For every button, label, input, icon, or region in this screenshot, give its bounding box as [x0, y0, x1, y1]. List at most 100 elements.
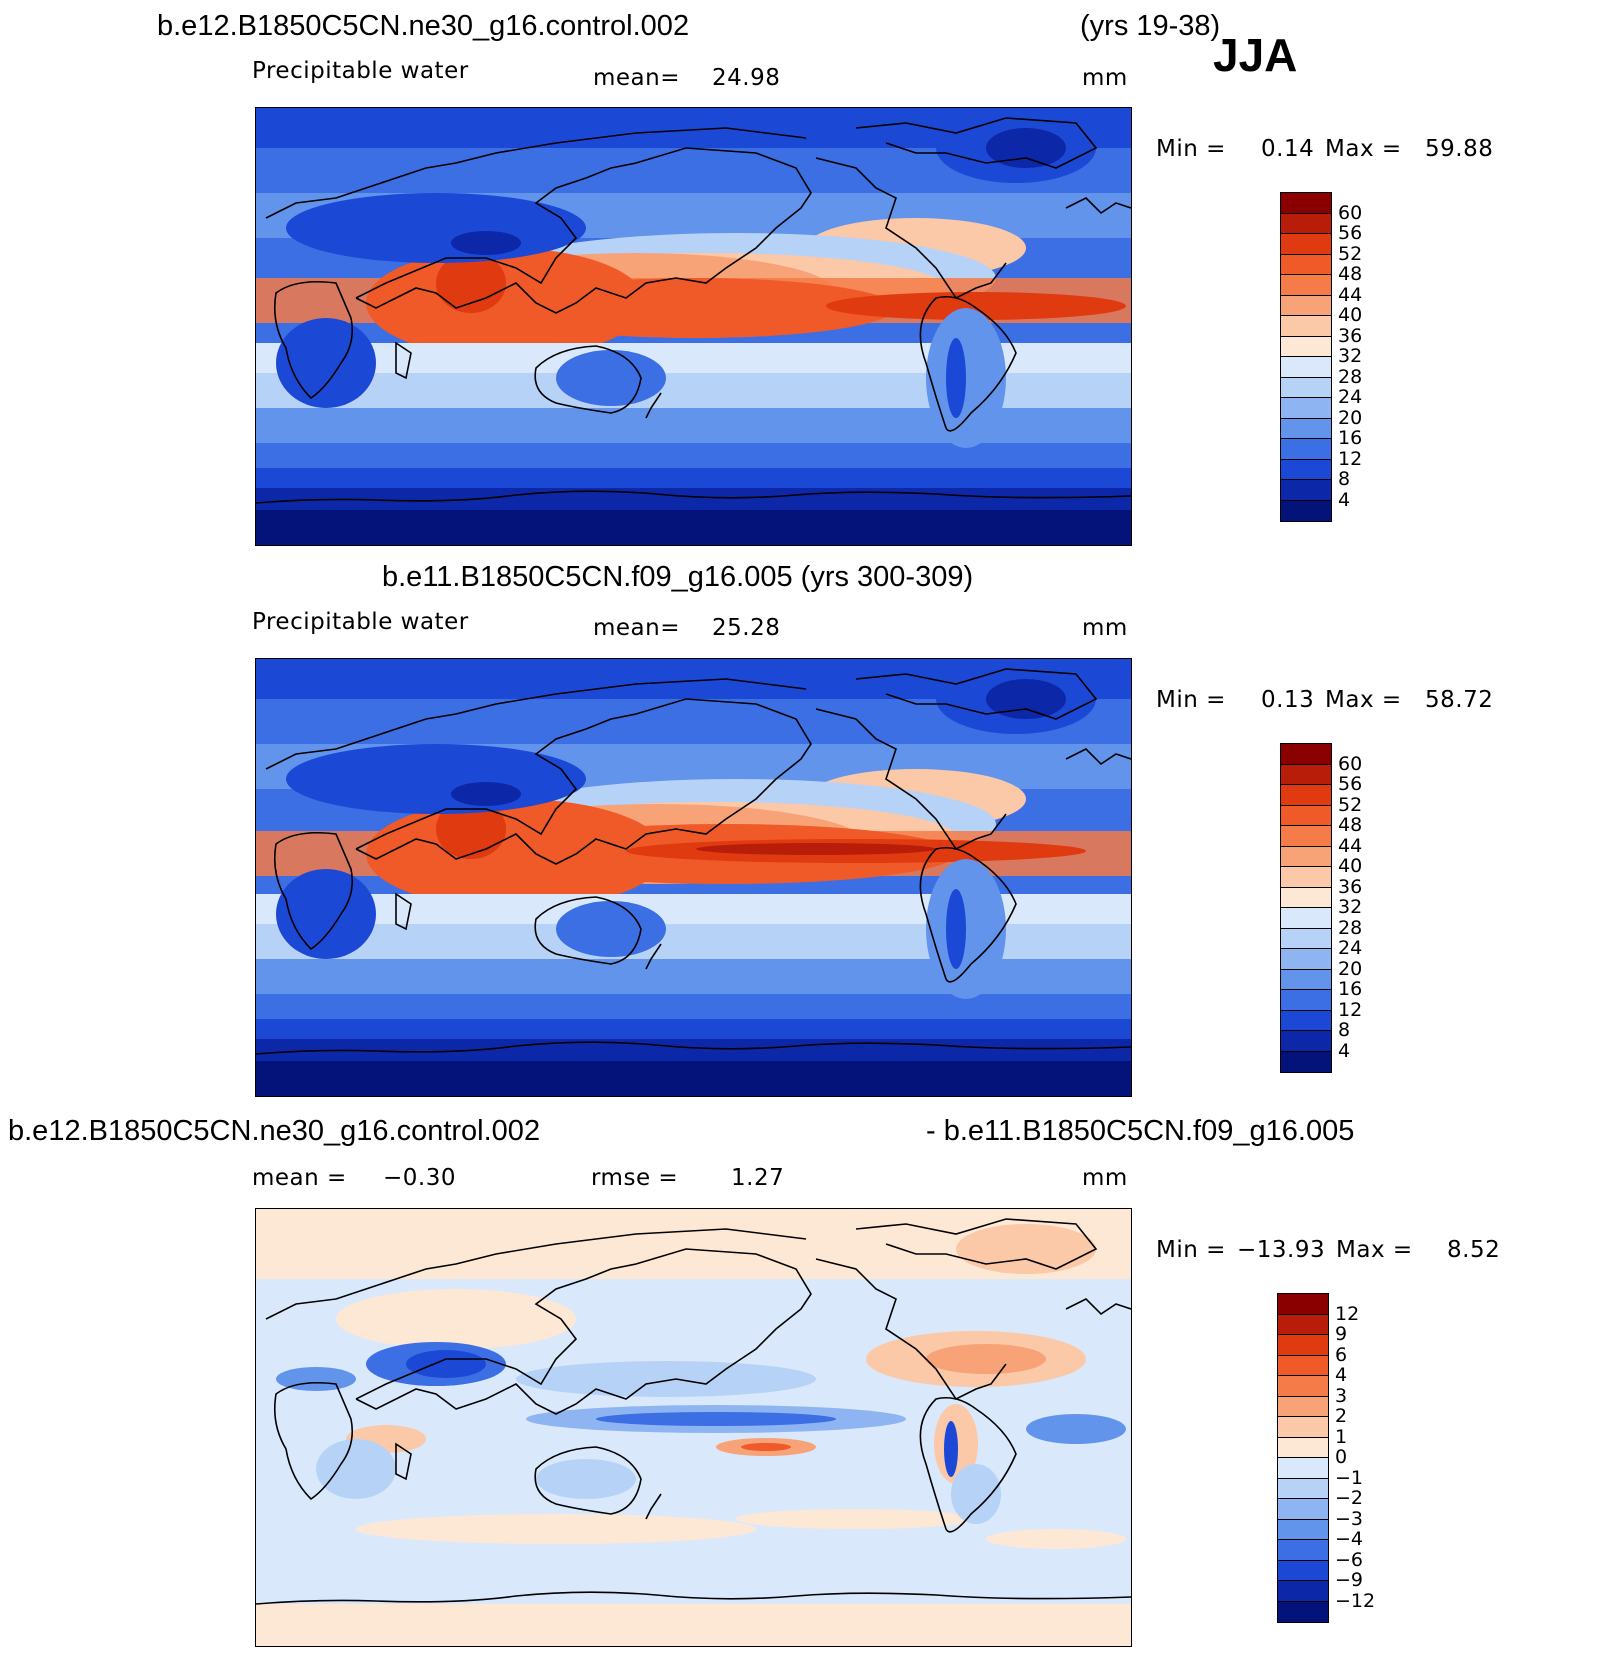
colorbar-swatch — [1281, 275, 1331, 296]
colorbar-swatch — [1278, 1437, 1328, 1458]
colorbar-swatch — [1281, 867, 1331, 888]
colorbar-swatch — [1278, 1601, 1328, 1622]
colorbar-swatch — [1281, 193, 1331, 214]
panel2-max-label: Max = — [1325, 687, 1402, 713]
colorbar-tick-label: −1 — [1335, 1466, 1364, 1489]
colorbar-tick-label: 40 — [1338, 304, 1363, 326]
colorbar-tick-label: 0 — [1335, 1446, 1348, 1468]
panel1-min-label: Min = — [1156, 136, 1226, 162]
panel2-field — [256, 659, 1131, 1096]
colorbar-swatch — [1281, 480, 1331, 501]
colorbar-swatch — [1281, 336, 1331, 357]
colorbar-tick-label: −6 — [1335, 1548, 1364, 1571]
panel3-rmse-value: 1.27 — [731, 1165, 785, 1191]
colorbar-swatch — [1281, 357, 1331, 378]
panel2-units: mm — [1082, 615, 1128, 641]
colorbar-tick-label: −9 — [1335, 1569, 1364, 1591]
colorbar-swatch — [1278, 1396, 1328, 1417]
colorbar-tick-label: 20 — [1338, 406, 1363, 429]
colorbar-swatch — [1281, 234, 1331, 255]
panel3-mean-label: mean = — [252, 1165, 347, 1191]
colorbar-tick-label: 4 — [1335, 1364, 1348, 1386]
colorbar-tick-label: 36 — [1338, 875, 1363, 898]
panel1-mean-value: 24.98 — [712, 65, 781, 91]
colorbar-swatch — [1281, 744, 1331, 765]
colorbar-tick-label: 4 — [1338, 1039, 1351, 1062]
colorbar-swatch — [1281, 500, 1331, 521]
colorbar-tick-label: 3 — [1335, 1384, 1348, 1407]
panel1-field — [256, 108, 1131, 545]
panel3-map — [255, 1208, 1132, 1647]
panel3-mean-value: −0.30 — [383, 1165, 456, 1191]
colorbar-swatch — [1281, 990, 1331, 1011]
panel1-mean-label: mean= — [593, 65, 680, 91]
panel1-min-value: 0.14 — [1261, 136, 1315, 162]
colorbar-swatch — [1278, 1540, 1328, 1561]
colorbar-swatch — [1281, 459, 1331, 480]
panel3-min-value: −13.93 — [1237, 1237, 1326, 1263]
colorbar-tick-label: 16 — [1338, 978, 1363, 1000]
colorbar-tick-label: 8 — [1338, 468, 1351, 490]
colorbar-tick-label: 56 — [1338, 222, 1363, 244]
colorbar-tick-label: −12 — [1335, 1589, 1376, 1612]
colorbar-tick-label: 28 — [1338, 916, 1363, 939]
colorbar-swatch — [1278, 1335, 1328, 1356]
panel1-variable: Precipitable water — [252, 58, 469, 84]
panel1-map — [255, 107, 1132, 546]
panel3-min-label: Min = — [1156, 1237, 1226, 1263]
colorbar-swatch — [1278, 1560, 1328, 1581]
panel1-max-value: 59.88 — [1425, 136, 1494, 162]
panel3-colorbar — [1277, 1293, 1329, 1623]
colorbar-tick-label: 44 — [1338, 283, 1363, 306]
colorbar-tick-label: 44 — [1338, 834, 1363, 857]
panel2-min-value: 0.13 — [1261, 687, 1315, 713]
colorbar-tick-label: 20 — [1338, 957, 1363, 980]
colorbar-swatch — [1278, 1314, 1328, 1335]
colorbar-tick-label: 28 — [1338, 365, 1363, 388]
colorbar-swatch — [1278, 1519, 1328, 1540]
panel1-colorbar — [1280, 192, 1332, 522]
colorbar-tick-label: 9 — [1335, 1323, 1348, 1345]
colorbar-swatch — [1278, 1355, 1328, 1376]
colorbar-swatch — [1281, 949, 1331, 970]
colorbar-tick-label: 52 — [1338, 793, 1363, 816]
colorbar-tick-label: 56 — [1338, 773, 1363, 795]
colorbar-tick-label: 24 — [1338, 386, 1363, 408]
panel2-map — [255, 658, 1132, 1097]
colorbar-swatch — [1281, 969, 1331, 990]
colorbar-swatch — [1281, 1031, 1331, 1052]
panel1-max-label: Max = — [1325, 136, 1402, 162]
colorbar-swatch — [1281, 398, 1331, 419]
colorbar-swatch — [1281, 418, 1331, 439]
colorbar-tick-label: 12 — [1338, 447, 1363, 470]
colorbar-tick-label: −4 — [1335, 1528, 1364, 1550]
colorbar-swatch — [1278, 1417, 1328, 1438]
panel2-max-value: 58.72 — [1425, 687, 1494, 713]
colorbar-tick-label: 32 — [1338, 345, 1363, 367]
colorbar-swatch — [1278, 1581, 1328, 1602]
colorbar-tick-label: 4 — [1338, 488, 1351, 511]
colorbar-tick-label: 12 — [1335, 1302, 1360, 1325]
colorbar-tick-label: 24 — [1338, 937, 1363, 959]
colorbar-tick-label: 40 — [1338, 855, 1363, 877]
colorbar-swatch — [1281, 1051, 1331, 1072]
panel3-max-label: Max = — [1336, 1237, 1413, 1263]
panel3-rmse-label: rmse = — [591, 1165, 679, 1191]
colorbar-swatch — [1281, 213, 1331, 234]
panel2-min-label: Min = — [1156, 687, 1226, 713]
colorbar-swatch — [1278, 1478, 1328, 1499]
panel2-case-title: b.e11.B1850C5CN.f09_g16.005 (yrs 300-309… — [382, 561, 974, 593]
colorbar-tick-label: 8 — [1338, 1019, 1351, 1041]
colorbar-swatch — [1281, 805, 1331, 826]
colorbar-tick-label: 52 — [1338, 242, 1363, 265]
colorbar-swatch — [1281, 764, 1331, 785]
panel1-case-title: b.e12.B1850C5CN.ne30_g16.control.002 — [157, 10, 690, 42]
colorbar-tick-label: 48 — [1338, 814, 1363, 836]
colorbar-swatch — [1281, 1010, 1331, 1031]
colorbar-swatch — [1281, 316, 1331, 337]
panel3-case-title: b.e12.B1850C5CN.ne30_g16.control.002 — [8, 1115, 541, 1147]
panel1-units: mm — [1082, 65, 1128, 91]
colorbar-swatch — [1281, 826, 1331, 847]
panel3-minus-case: - b.e11.B1850C5CN.f09_g16.005 — [926, 1115, 1355, 1147]
colorbar-swatch — [1281, 377, 1331, 398]
